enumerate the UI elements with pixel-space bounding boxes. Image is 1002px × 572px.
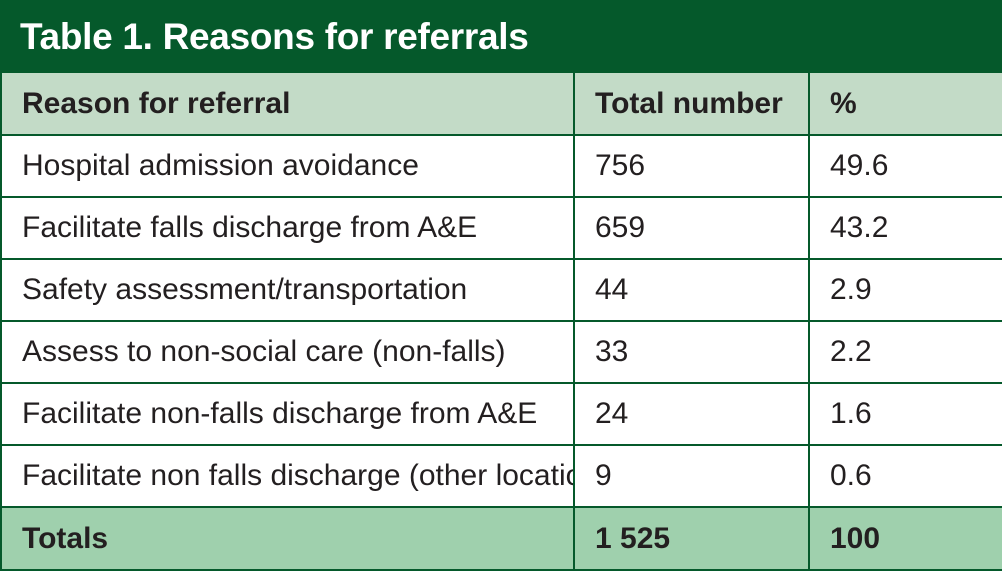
referrals-table: Reason for referral Total number % Hospi… (0, 73, 1002, 571)
percent-cell: 1.6 (808, 382, 1002, 446)
reason-cell: Facilitate non-falls discharge from A&E (0, 382, 575, 446)
totals-row: Totals 1 525 100 (0, 506, 1002, 571)
column-header-total: Total number (573, 73, 810, 136)
reason-cell: Assess to non-social care (non-falls) (0, 320, 575, 384)
total-cell: 659 (573, 196, 810, 260)
total-cell: 756 (573, 134, 810, 198)
percent-cell: 49.6 (808, 134, 1002, 198)
reason-cell: Hospital admission avoidance (0, 134, 575, 198)
totals-label: Totals (0, 506, 575, 571)
table-row: Assess to non-social care (non-falls) 33… (0, 320, 1002, 384)
table-title: Table 1. Reasons for referrals (0, 0, 1002, 73)
table-row: Facilitate falls discharge from A&E 659 … (0, 196, 1002, 260)
column-header-reason: Reason for referral (0, 73, 575, 136)
total-cell: 24 (573, 382, 810, 446)
reason-cell: Facilitate non falls discharge (other lo… (0, 444, 575, 508)
reason-cell: Facilitate falls discharge from A&E (0, 196, 575, 260)
header-row: Reason for referral Total number % (0, 73, 1002, 136)
percent-cell: 43.2 (808, 196, 1002, 260)
percent-cell: 2.2 (808, 320, 1002, 384)
column-header-percent: % (808, 73, 1002, 136)
total-cell: 9 (573, 444, 810, 508)
percent-cell: 2.9 (808, 258, 1002, 322)
table-row: Facilitate non falls discharge (other lo… (0, 444, 1002, 508)
table-row: Facilitate non-falls discharge from A&E … (0, 382, 1002, 446)
total-cell: 33 (573, 320, 810, 384)
total-cell: 44 (573, 258, 810, 322)
percent-cell: 0.6 (808, 444, 1002, 508)
table-row: Safety assessment/transportation 44 2.9 (0, 258, 1002, 322)
table-row: Hospital admission avoidance 756 49.6 (0, 134, 1002, 198)
totals-total: 1 525 (573, 506, 810, 571)
reason-cell: Safety assessment/transportation (0, 258, 575, 322)
totals-percent: 100 (808, 506, 1002, 571)
